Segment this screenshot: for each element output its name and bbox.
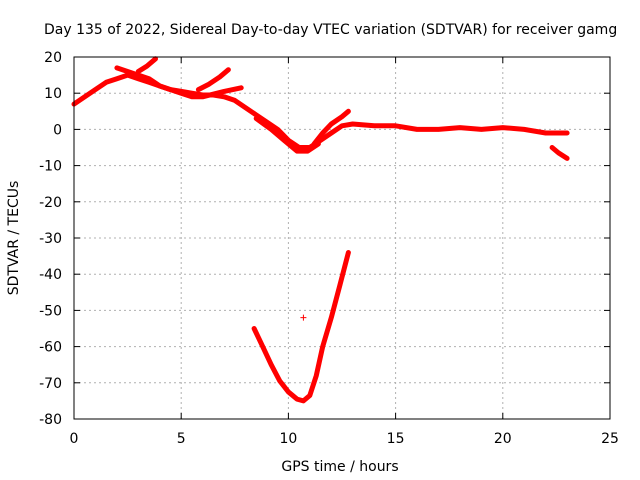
y-tick-label: 0 xyxy=(53,122,62,138)
chart-title: Day 135 of 2022, Sidereal Day-to-day VTE… xyxy=(44,22,617,38)
y-tick-label: -60 xyxy=(39,340,62,356)
series-line-rising-arc-1 xyxy=(135,56,158,74)
series-line-sag-arc xyxy=(253,116,321,154)
x-axis-label: GPS time / hours xyxy=(281,459,398,475)
x-tick-label: 10 xyxy=(279,431,297,447)
y-tick-label: -40 xyxy=(39,267,62,283)
y-tick-label: -20 xyxy=(39,195,62,211)
y-tick-label: -50 xyxy=(39,303,62,319)
y-tick-label: -10 xyxy=(39,159,62,175)
series-line-deep-dip xyxy=(251,250,351,404)
x-tick-label: 15 xyxy=(387,431,405,447)
y-tick-label: 20 xyxy=(44,50,62,66)
x-tick-label: 5 xyxy=(177,431,186,447)
data-series xyxy=(71,56,570,404)
y-tick-label: -30 xyxy=(39,231,62,247)
x-tick-label: 0 xyxy=(70,431,79,447)
series-line-tail-arc xyxy=(549,145,570,161)
series-line-short-rise xyxy=(311,108,351,147)
y-axis-label: SDTVAR / TECUs xyxy=(6,181,22,296)
x-tick-label: 25 xyxy=(601,431,619,447)
y-tick-label: -80 xyxy=(39,412,62,428)
y-tick-label: 10 xyxy=(44,86,62,102)
series-line-rising-arc-2 xyxy=(195,67,231,93)
series-line-main-arc-a xyxy=(71,72,570,150)
x-tick-label: 20 xyxy=(494,431,512,447)
y-tick-label: -70 xyxy=(39,376,62,392)
outlier-point xyxy=(300,314,307,321)
series-line-main-arc-b xyxy=(114,65,244,100)
plot-frame xyxy=(73,56,611,420)
